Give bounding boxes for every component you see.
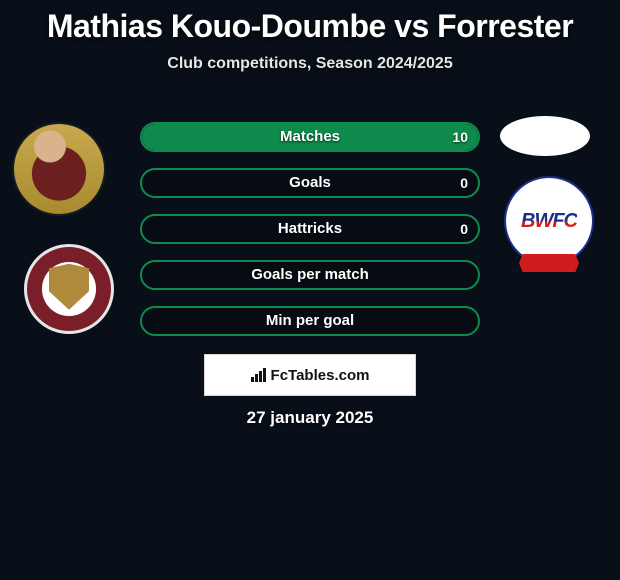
brand-text: FcTables.com: [271, 367, 370, 384]
page-subtitle: Club competitions, Season 2024/2025: [0, 55, 620, 73]
stat-row: Goals0: [140, 168, 480, 198]
player-left-avatar: [14, 124, 104, 214]
stat-label: Min per goal: [142, 308, 478, 334]
bar-chart-icon: [251, 368, 267, 382]
club-right-abbr: BWFC: [521, 210, 577, 233]
stat-label: Hattricks: [142, 216, 478, 242]
stat-row: Min per goal: [140, 306, 480, 336]
club-right-logo: BWFC: [504, 176, 594, 266]
stat-value-right: 10: [452, 124, 468, 150]
club-right-ribbon: [519, 254, 579, 272]
stat-label: Matches: [142, 124, 478, 150]
date-text: 27 january 2025: [0, 408, 620, 428]
stat-label: Goals per match: [142, 262, 478, 288]
stat-label: Goals: [142, 170, 478, 196]
brand-box[interactable]: FcTables.com: [204, 354, 416, 396]
player-right-avatar: [500, 116, 590, 156]
stat-row: Hattricks0: [140, 214, 480, 244]
comparison-card: Mathias Kouo-Doumbe vs Forrester Club co…: [0, 0, 620, 580]
stat-value-right: 0: [460, 170, 468, 196]
page-title: Mathias Kouo-Doumbe vs Forrester: [0, 0, 620, 45]
club-left-logo: [24, 244, 114, 334]
stats-list: Matches10Goals0Hattricks0Goals per match…: [140, 122, 480, 352]
stat-row: Matches10: [140, 122, 480, 152]
stat-row: Goals per match: [140, 260, 480, 290]
stat-value-right: 0: [460, 216, 468, 242]
